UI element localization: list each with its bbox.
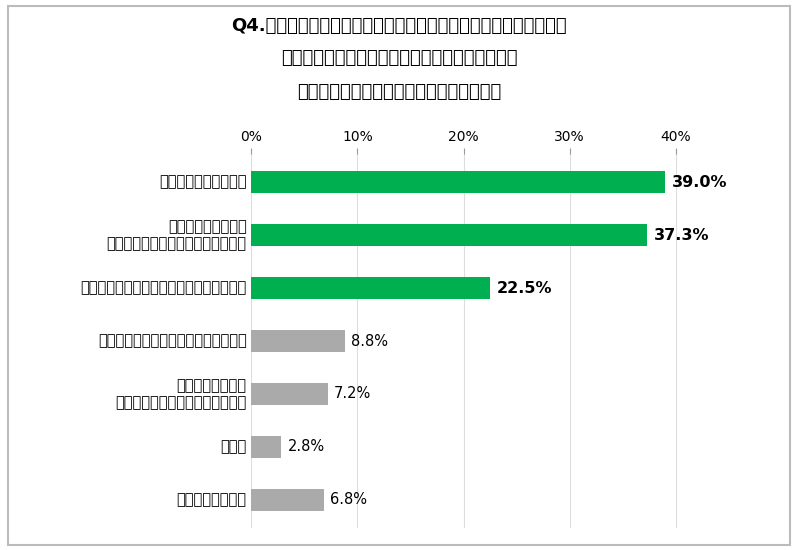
Text: 8.8%: 8.8% [351,333,388,349]
Bar [251,224,647,246]
Bar [251,330,345,352]
Text: 22.5%: 22.5% [496,280,552,295]
Bar [251,436,281,458]
Text: 7.2%: 7.2% [334,387,371,402]
Bar [251,383,328,405]
Bar [251,489,323,511]
Text: まだまだデジタルになっていない現状について、: まだまだデジタルになっていない現状について、 [281,50,517,68]
Bar [251,277,490,299]
Text: どのように感じていますか。（複数回答）: どのように感じていますか。（複数回答） [297,82,501,101]
Text: 6.8%: 6.8% [330,492,367,508]
Text: 2.8%: 2.8% [287,439,325,454]
Bar [251,171,666,193]
Text: 39.0%: 39.0% [671,174,727,190]
Text: Q4.学生側はデジタルでの対応に切り替わる一方、教職員の業務は: Q4.学生側はデジタルでの対応に切り替わる一方、教職員の業務は [231,16,567,35]
Text: 37.3%: 37.3% [654,228,709,243]
